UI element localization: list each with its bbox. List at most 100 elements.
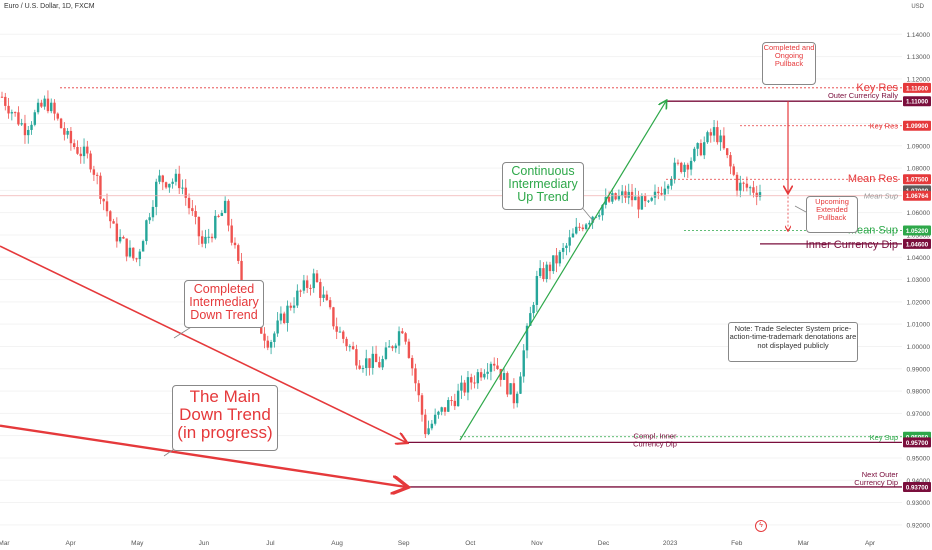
price-tag	[903, 190, 931, 201]
candle-body	[115, 223, 119, 242]
candle-body	[722, 135, 726, 149]
level-label: Compl. Inner	[634, 431, 677, 440]
candle-body	[197, 216, 201, 237]
candle-body	[686, 164, 690, 170]
x-tick-label: Jun	[199, 540, 210, 547]
candle-body	[0, 96, 4, 98]
candle-body	[181, 187, 184, 189]
candle-body	[269, 341, 273, 348]
candle-body	[752, 187, 755, 193]
candle-body	[368, 358, 371, 368]
candle-body	[689, 160, 693, 170]
lightning-icon[interactable]: ϟ	[755, 520, 767, 532]
candle-body	[598, 215, 601, 217]
candle-body	[89, 153, 92, 170]
price-tag	[903, 82, 931, 93]
level-label: Key Sup	[870, 433, 898, 442]
candle-body	[365, 358, 368, 369]
candle-body	[535, 276, 539, 305]
candle-body	[43, 98, 46, 107]
x-tick-label: Mar	[798, 540, 810, 547]
candle-body	[125, 238, 128, 257]
candle-body	[7, 105, 10, 114]
candle-body	[443, 407, 447, 412]
candle-body	[496, 365, 499, 370]
candle-body	[191, 208, 194, 212]
price-tag-label: 1.04600	[906, 241, 929, 248]
price-tag-label: 1.05200	[906, 228, 929, 235]
candle-body	[614, 193, 617, 200]
candle-body	[223, 200, 227, 213]
candle-body	[148, 217, 151, 221]
candle-body	[86, 146, 89, 154]
x-tick-label: 2023	[663, 540, 678, 547]
x-tick-label: Jul	[266, 540, 275, 547]
y-tick-label: 1.13000	[907, 54, 931, 61]
candle-body	[742, 182, 745, 184]
x-tick-label: Apr	[66, 540, 77, 547]
candle-body	[532, 304, 535, 314]
candle-body	[312, 273, 315, 289]
candle-body	[676, 162, 680, 164]
candle-body	[76, 146, 79, 154]
candle-body	[404, 333, 407, 342]
main-down-trend-line	[0, 424, 406, 487]
candle-body	[230, 225, 233, 243]
candle-body	[33, 112, 37, 125]
up-trend-line	[459, 101, 666, 441]
price-tag	[903, 238, 931, 249]
candle-body	[571, 233, 575, 238]
candle-body	[92, 169, 96, 175]
candle-body	[456, 390, 460, 407]
candle-body	[735, 174, 739, 191]
level-label: Mean Res	[848, 173, 899, 185]
candle-body	[401, 331, 404, 334]
candle-body	[348, 346, 352, 348]
candle-body	[493, 363, 496, 366]
candle-body	[463, 382, 466, 393]
x-tick-label: Sep	[398, 540, 410, 547]
candle-body	[483, 373, 486, 378]
candle-body	[529, 313, 532, 326]
candle-body	[263, 333, 266, 341]
candle-body	[391, 346, 394, 349]
candle-body	[214, 215, 217, 239]
candle-body	[729, 155, 732, 167]
candle-body	[237, 245, 240, 261]
candle-body	[118, 236, 122, 242]
candle-body	[466, 377, 470, 393]
candle-body	[23, 123, 27, 136]
candle-body	[388, 346, 391, 348]
price-tag	[903, 174, 931, 185]
candle-body	[683, 164, 686, 172]
y-tick-label: 1.05000	[907, 232, 931, 239]
candle-body	[355, 349, 358, 366]
level-label: Key Res	[870, 122, 899, 131]
candle-body	[555, 255, 558, 264]
intermediary-down-trend-callout: Completed Intermediary Down Trend	[184, 280, 264, 328]
candle-body	[132, 247, 135, 259]
candle-body	[286, 305, 289, 323]
candle-body	[122, 236, 125, 239]
candle-body	[273, 333, 276, 342]
candle-body	[479, 372, 483, 378]
candle-body	[266, 340, 269, 348]
y-tick-label: 1.03000	[907, 277, 931, 284]
candle-body	[50, 102, 53, 112]
candle-body	[515, 393, 519, 404]
x-tick-label: Aug	[331, 540, 343, 547]
price-tag-label: 1.11600	[906, 85, 929, 92]
candle-body	[155, 181, 158, 207]
candle-body	[522, 350, 525, 377]
candle-body	[227, 200, 230, 226]
candle-body	[588, 222, 591, 225]
candle-body	[4, 96, 7, 106]
candle-body	[164, 182, 168, 188]
up-trend-callout: Continuous Intermediary Up Trend	[502, 162, 584, 210]
candle-body	[332, 307, 335, 327]
y-tick-label: 0.95000	[907, 455, 931, 462]
candle-body	[53, 102, 56, 114]
price-tag	[903, 481, 931, 492]
candle-body	[558, 251, 562, 264]
